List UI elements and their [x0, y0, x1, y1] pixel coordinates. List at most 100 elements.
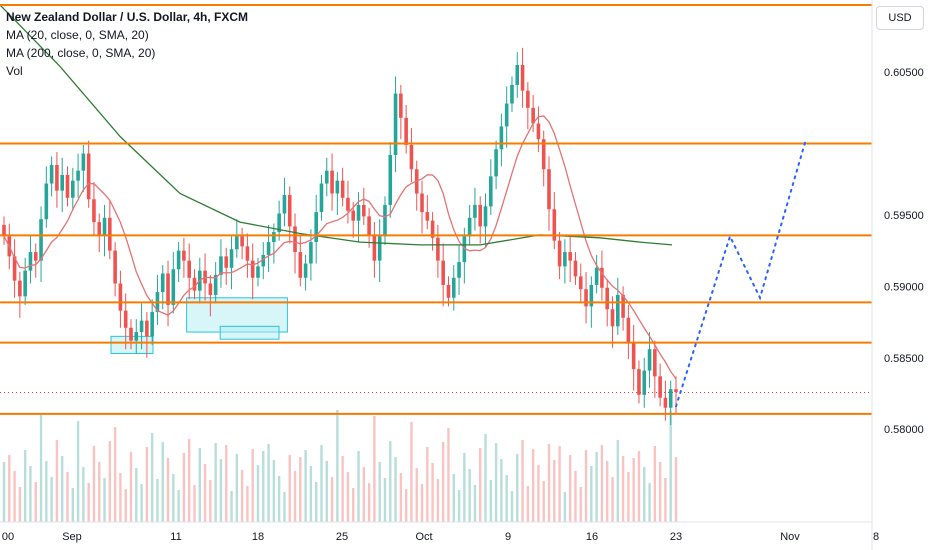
candle-body [674, 389, 678, 393]
volume-bar [187, 439, 191, 522]
candle-body [356, 204, 361, 221]
volume-bar [436, 479, 440, 522]
volume-bar [590, 466, 593, 522]
volume-bar [39, 415, 43, 522]
candle-body [589, 284, 594, 307]
candle-body [647, 349, 652, 371]
volume-bar [616, 440, 619, 522]
candle-body [430, 220, 435, 238]
volume-bar [198, 448, 201, 522]
candle-body [145, 320, 149, 337]
candle-body [208, 283, 213, 295]
candle-body [377, 236, 382, 261]
volume-bar [473, 485, 477, 522]
candle-body [55, 164, 59, 191]
volume-bar [558, 446, 561, 522]
volume-bar [637, 451, 641, 522]
volume-bar [108, 441, 112, 522]
candle-body [483, 206, 488, 227]
candle-body [436, 237, 440, 261]
time-tick-label: 9 [505, 531, 511, 543]
candlesticks [2, 47, 678, 425]
price-tick-label: 0.60500 [884, 67, 924, 79]
candle-body [637, 369, 641, 395]
candle-body [282, 194, 287, 214]
candle-body [499, 126, 504, 150]
volume-bar [674, 457, 678, 522]
candle-body [309, 242, 313, 264]
volume-bar [98, 462, 101, 522]
volume-bar [129, 452, 133, 522]
candle-body [18, 280, 22, 297]
volume-bar [66, 472, 69, 522]
candle-body [340, 180, 345, 198]
volume-bar [648, 483, 651, 522]
volume-bar [574, 471, 577, 522]
price-axis: 0.60500 0.59500 0.59000 0.58500 0.58000 [871, 0, 932, 550]
volume-bar [537, 465, 540, 522]
volume-bar [542, 481, 545, 522]
candle-body [39, 219, 43, 261]
volume-bar [193, 485, 196, 522]
time-tick-label: 25 [336, 531, 348, 543]
volume-bar [119, 473, 122, 522]
candle-body [631, 342, 636, 370]
volume-bar [643, 467, 646, 522]
volume-bar [632, 458, 635, 522]
candle-body [287, 194, 292, 227]
volume-bar [135, 468, 138, 522]
candle-body [610, 309, 615, 327]
candle-body [594, 267, 599, 285]
volume-bar [172, 474, 175, 522]
volume-bar [13, 471, 16, 522]
volume-bar [452, 474, 455, 522]
candle-body [372, 234, 377, 261]
volume-bar [214, 443, 217, 522]
candle-body [658, 376, 662, 398]
candle-body [324, 170, 329, 184]
candle-body [494, 149, 498, 177]
volume-bar [500, 459, 503, 522]
volume-bar [341, 456, 344, 522]
candle-body [367, 216, 371, 235]
volume-bar [304, 450, 307, 522]
candle-body [531, 107, 535, 124]
candle-body [547, 169, 551, 210]
volume-bar [484, 434, 487, 522]
candle-body [139, 320, 144, 333]
candle-body [224, 256, 229, 268]
candle-body [65, 174, 70, 198]
candle-body [462, 236, 467, 263]
volume-bar [166, 458, 170, 522]
volume-bar [621, 456, 625, 522]
candle-body [108, 217, 112, 251]
volume-bar [404, 489, 408, 522]
volume-bar [283, 492, 286, 522]
price-tick-label: 0.59000 [884, 281, 924, 293]
candle-body [250, 260, 255, 278]
candle-body [150, 312, 154, 337]
candle-body [520, 64, 525, 91]
candle-body [182, 250, 186, 261]
volume-bar [288, 455, 291, 522]
candle-body [213, 274, 218, 295]
candle-body [457, 262, 461, 278]
candle-body [23, 270, 27, 297]
candle-body [192, 277, 197, 291]
currency-button[interactable]: USD [876, 6, 924, 30]
volume-bar [521, 440, 524, 522]
volume-bar [352, 488, 355, 522]
candle-body [573, 260, 578, 277]
candle-body [298, 252, 303, 278]
candle-body [160, 273, 165, 293]
volume-bar [611, 477, 614, 522]
volume-bar [320, 445, 323, 522]
volume-bar [18, 487, 22, 522]
volume-bar [595, 452, 598, 522]
volume-bar [29, 466, 32, 522]
candle-body [515, 64, 520, 85]
candle-body [478, 204, 483, 227]
candle-body [293, 226, 297, 253]
volume-bar [627, 472, 630, 522]
